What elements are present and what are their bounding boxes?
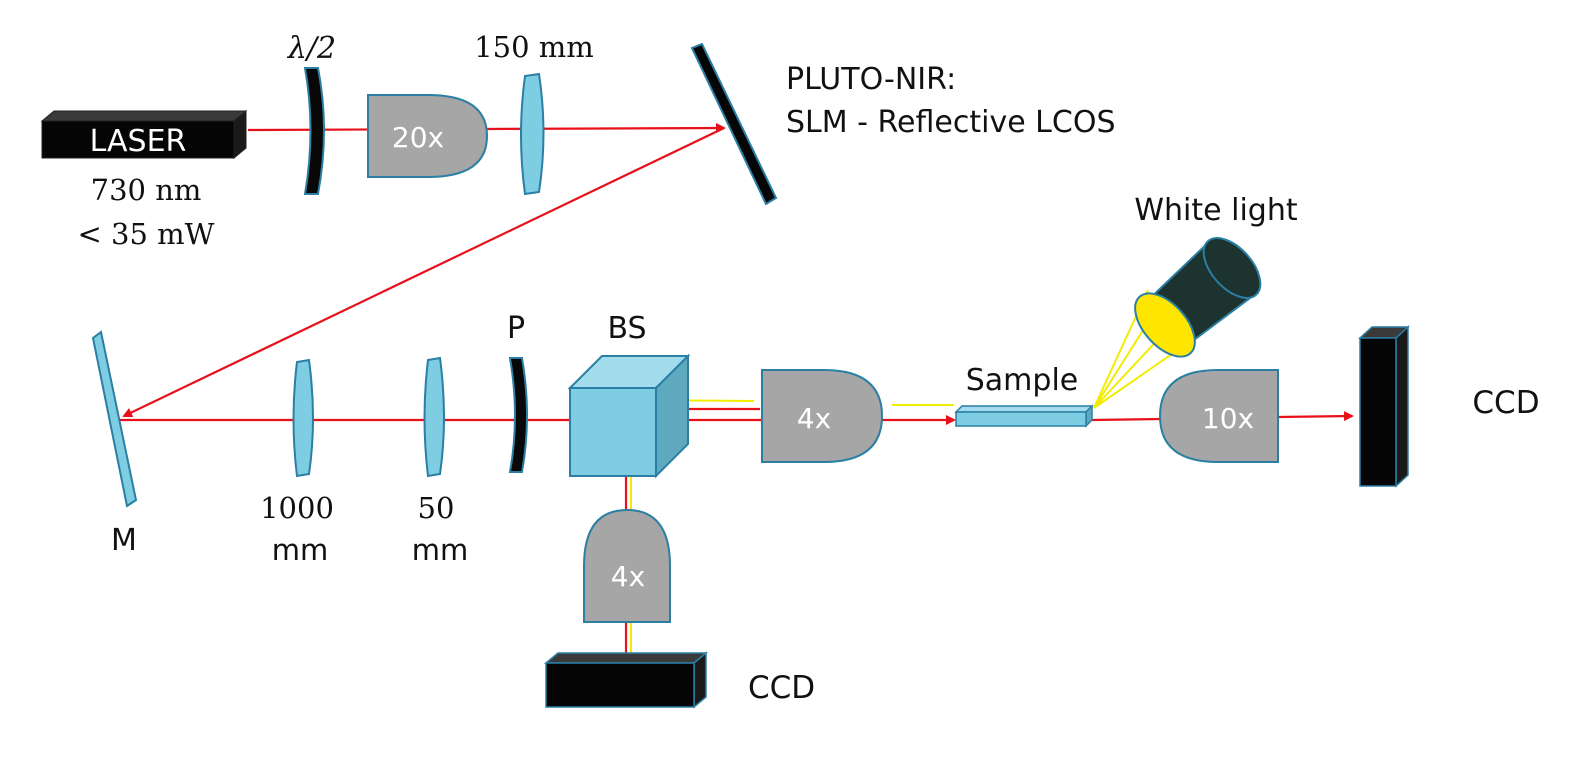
lens-50mm (423, 356, 445, 478)
objective-4x-down-label: 4x (611, 560, 645, 593)
white-light-label: White light (1134, 193, 1297, 228)
sample-label: Sample (966, 363, 1079, 398)
white-light-beam-paths (630, 289, 1196, 664)
objective-4x-right-label: 4x (797, 402, 831, 435)
polarizer-label: P (507, 311, 525, 346)
ccd-bottom-label: CCD (748, 670, 815, 706)
mirror-m (91, 330, 138, 508)
slm-label-line2: SLM - Reflective LCOS (786, 105, 1116, 140)
lens-1000mm-label-line2: mm (272, 533, 329, 567)
objective-10x-label: 10x (1202, 402, 1254, 435)
laser-wavelength-label: 730 nm (91, 173, 202, 207)
white-light-lamp (1134, 237, 1262, 358)
objective-4x-down: 4x (583, 508, 671, 623)
beam-splitter-cube (567, 353, 691, 479)
slm-reflective-lcos (690, 42, 778, 206)
objective-20x-label: 20x (392, 121, 444, 154)
objective-4x-right: 4x (761, 369, 884, 463)
objective-20x: 20x (367, 94, 489, 178)
laser-source: LASER (40, 109, 248, 160)
lens-150mm-label: 150 mm (474, 30, 594, 64)
lens-150mm (520, 72, 545, 196)
beam-sample-to-10x (1091, 417, 1163, 422)
ccd-bottom (543, 651, 709, 709)
lens-1000mm-label-line1: 1000 (260, 491, 334, 525)
mirror-label: M (111, 523, 137, 558)
laser-label: LASER (90, 124, 187, 159)
lens-1000mm (292, 358, 314, 478)
slm-label-line1: PLUTO-NIR: (786, 62, 956, 97)
half-wave-plate-label: λ/2 (287, 31, 336, 66)
laser-power-label: < 35 mW (78, 217, 215, 251)
polarizer (508, 357, 528, 473)
beam-10x-to-ccd (1277, 411, 1354, 422)
objective-10x: 10x (1158, 369, 1279, 463)
ccd-right (1358, 325, 1410, 488)
lens-50mm-label-line2: mm (412, 533, 469, 567)
beam-slm-to-mirror (122, 127, 725, 418)
ccd-right-label: CCD (1472, 385, 1539, 421)
sample-slide (954, 404, 1094, 428)
beam-splitter-label: BS (607, 311, 646, 346)
half-wave-plate (303, 67, 325, 195)
lens-50mm-label-line1: 50 (418, 491, 455, 525)
